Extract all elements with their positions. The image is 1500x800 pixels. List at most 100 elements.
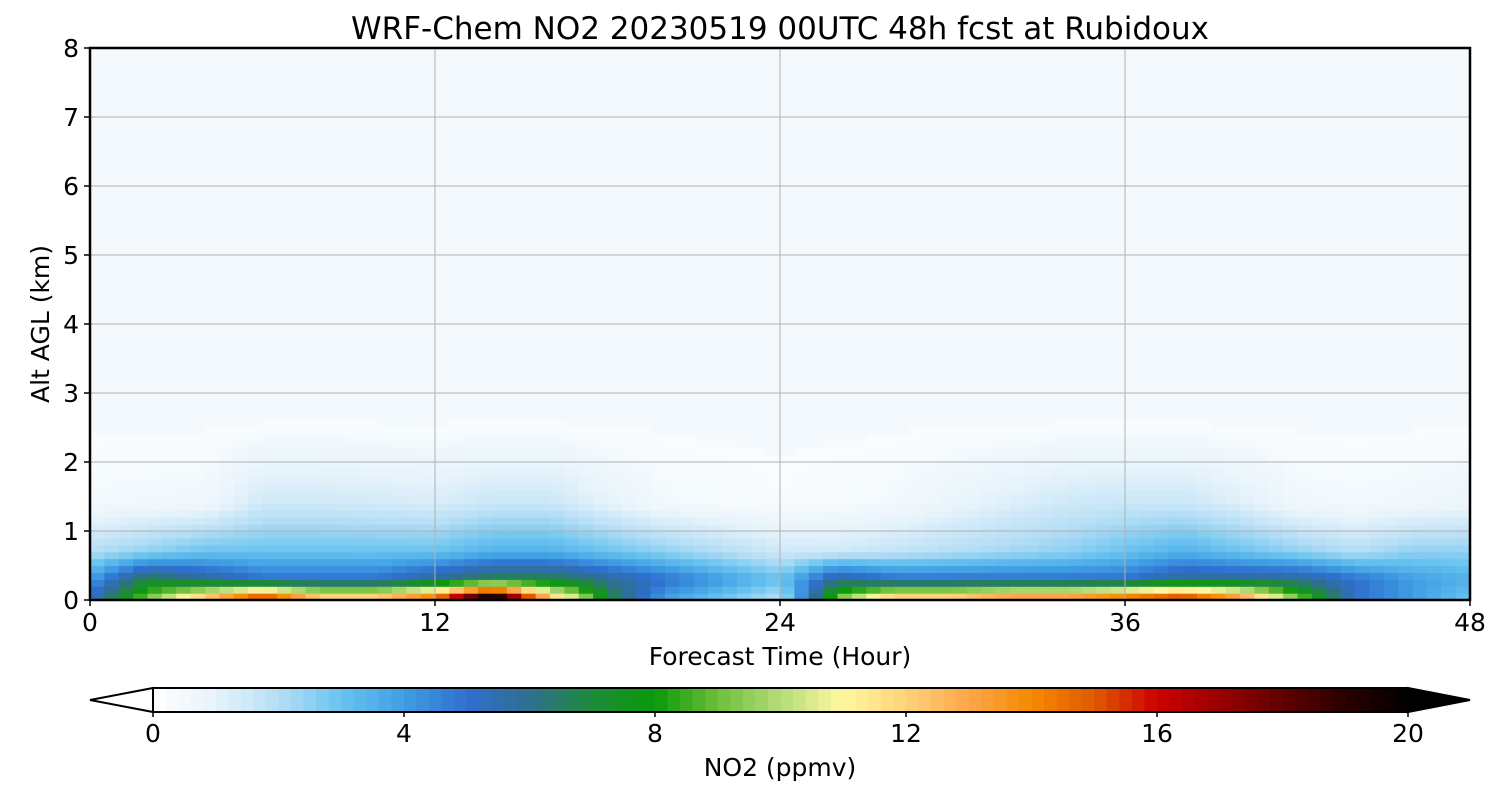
- contour-cell: [348, 572, 364, 580]
- contour-cell: [564, 496, 580, 504]
- contour-cell: [550, 482, 565, 491]
- contour-cell: [736, 462, 752, 470]
- contour-cell: [1038, 455, 1054, 463]
- contour-cell: [1240, 565, 1255, 573]
- contour-cell: [1110, 531, 1126, 539]
- contour-cell: [133, 537, 149, 546]
- contour-cell: [995, 558, 1011, 567]
- contour-cell: [205, 448, 220, 456]
- contour-cell: [636, 503, 652, 511]
- contour-cell: [780, 462, 795, 470]
- contour-cell: [751, 503, 767, 511]
- contour-cell: [161, 489, 177, 498]
- contour-cell: [564, 434, 580, 442]
- contour-cell: [607, 544, 623, 553]
- contour-cell: [1326, 593, 1342, 601]
- contour-cell: [923, 475, 939, 484]
- x-axis-label: Forecast Time (Hour): [649, 642, 912, 671]
- contour-cell: [966, 565, 982, 573]
- contour-cell: [161, 482, 177, 491]
- contour-cell: [478, 593, 494, 601]
- contour-cell: [1168, 537, 1184, 546]
- contour-cell: [751, 475, 767, 484]
- contour-cell: [1225, 544, 1241, 553]
- contour-cell: [981, 593, 997, 601]
- contour-cell: [348, 537, 364, 546]
- contour-cell: [895, 544, 910, 553]
- contour-cell: [1297, 448, 1313, 456]
- contour-cell: [219, 434, 235, 442]
- contour-cell: [1024, 462, 1040, 470]
- contour-cell: [90, 489, 105, 498]
- contour-cell: [219, 475, 235, 484]
- contour-cell: [564, 482, 580, 491]
- contour-cell: [780, 475, 795, 484]
- y-tick-label: 1: [63, 517, 79, 546]
- contour-cell: [449, 441, 465, 449]
- contour-cell: [521, 434, 537, 442]
- contour-cell: [765, 593, 781, 601]
- contour-cell: [377, 593, 393, 601]
- contour-cell: [449, 448, 465, 456]
- contour-cell: [1081, 593, 1097, 601]
- contour-cell: [1153, 551, 1169, 560]
- colorbar-swatch: [1106, 688, 1120, 712]
- contour-cell: [420, 558, 436, 567]
- contour-cell: [276, 420, 292, 429]
- contour-cell: [1139, 462, 1155, 470]
- contour-cell: [808, 462, 824, 470]
- y-tick-label: 6: [63, 172, 79, 201]
- contour-cell: [1053, 544, 1069, 553]
- colorbar-swatch: [316, 688, 330, 712]
- contour-cell: [276, 475, 292, 484]
- contour-cell: [535, 544, 551, 553]
- contour-cell: [564, 448, 580, 456]
- contour-cell: [90, 482, 105, 491]
- contour-cell: [1441, 496, 1457, 504]
- contour-cell: [1182, 579, 1198, 587]
- contour-cell: [449, 482, 465, 491]
- contour-cell: [219, 441, 235, 449]
- contour-cell: [535, 489, 551, 498]
- contour-cell: [1196, 551, 1212, 560]
- contour-cell: [593, 510, 609, 518]
- contour-cell: [535, 565, 551, 573]
- contour-cell: [205, 524, 220, 532]
- contour-cell: [808, 572, 824, 580]
- contour-cell: [808, 565, 824, 573]
- contour-cell: [104, 572, 120, 580]
- contour-cell: [161, 475, 177, 484]
- contour-cell: [420, 503, 436, 511]
- contour-cell: [1139, 468, 1155, 477]
- colorbar-swatch: [1069, 688, 1083, 712]
- contour-cell: [1297, 531, 1313, 539]
- contour-cell: [578, 524, 594, 532]
- contour-cell: [320, 475, 335, 484]
- contour-cell: [665, 475, 680, 484]
- contour-cell: [794, 524, 810, 532]
- contour-cell: [1283, 489, 1299, 498]
- contour-cell: [1125, 503, 1140, 511]
- contour-cell: [535, 434, 551, 442]
- contour-cell: [923, 572, 939, 580]
- contour-cell: [765, 475, 781, 484]
- contour-cell: [966, 558, 982, 567]
- contour-cell: [506, 524, 522, 532]
- contour-cell: [1398, 565, 1414, 573]
- contour-cell: [1383, 510, 1399, 518]
- contour-cell: [420, 455, 436, 463]
- contour-cell: [1125, 448, 1140, 456]
- contour-cell: [1168, 579, 1184, 587]
- contour-cell: [118, 524, 134, 532]
- contour-cell: [262, 441, 278, 449]
- contour-cell: [348, 551, 364, 560]
- contour-cell: [291, 441, 307, 449]
- contour-cell: [521, 537, 537, 546]
- contour-cell: [564, 441, 580, 449]
- contour-cell: [1225, 593, 1241, 601]
- contour-cell: [693, 579, 709, 587]
- contour-cell: [966, 586, 982, 594]
- x-tick-label: 24: [764, 608, 796, 637]
- contour-cell: [1326, 579, 1342, 587]
- contour-cell: [564, 510, 580, 518]
